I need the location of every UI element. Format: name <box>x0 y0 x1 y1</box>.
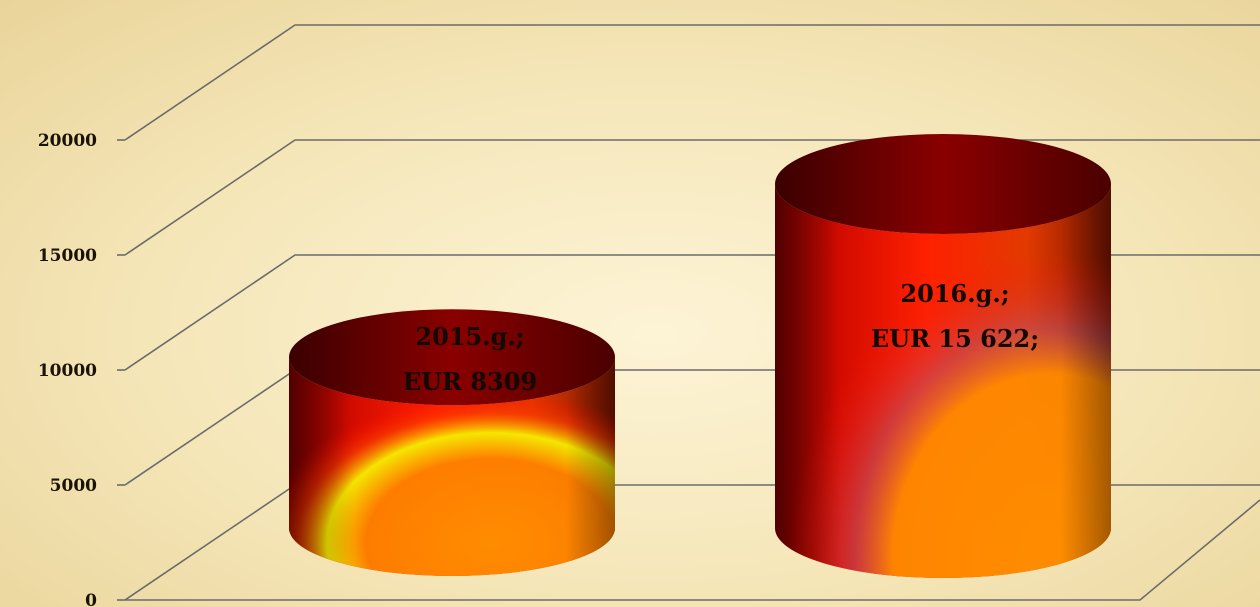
y-axis-ticks: 0 5000 10000 15000 20000 <box>38 131 125 607</box>
cylinder-top <box>775 134 1111 234</box>
bar-data-label: EUR 15 622; <box>871 324 1039 353</box>
cylinder-bar-2015.g. <box>289 309 615 576</box>
y-tick-label: 5000 <box>50 476 97 496</box>
y-tick-label: 15000 <box>38 246 97 266</box>
y-tick-label: 20000 <box>38 131 97 151</box>
floor-edge <box>125 499 1260 601</box>
y-tick-label: 10000 <box>38 361 97 381</box>
cylinder-top <box>289 309 615 406</box>
bar-data-label: 2015.g.; <box>415 322 524 351</box>
cylinder-shade <box>775 184 1111 578</box>
gridline <box>124 24 1260 141</box>
cylinder-bar-2016.g. <box>775 134 1111 578</box>
data-labels: 2015.g.; EUR 8309 2016.g.; EUR 15 622; <box>403 279 1039 396</box>
bar-data-label: EUR 8309 <box>403 367 537 396</box>
bars <box>289 134 1111 578</box>
bar-data-label: 2016.g.; <box>900 279 1009 308</box>
y-tick-label: 0 <box>85 591 97 607</box>
cylinder-shade <box>289 357 615 576</box>
